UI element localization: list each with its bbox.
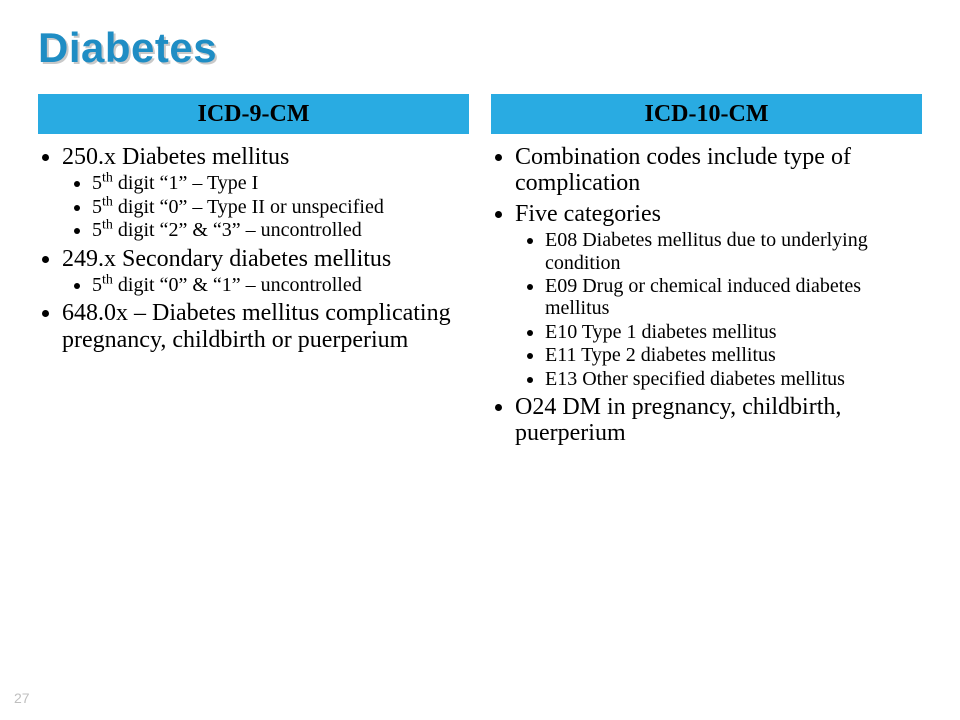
sub-list-item: E13 Other specified diabetes mellitus (545, 368, 922, 390)
sub-list-item: 5th digit “0” & “1” – uncontrolled (92, 274, 469, 296)
slide-title: Diabetes (38, 24, 922, 72)
sub-list-item: E08 Diabetes mellitus due to underlying … (545, 229, 922, 274)
list-item-text: O24 DM in pregnancy, childbirth, puerper… (515, 394, 841, 446)
sub-list-item: 5th digit “2” & “3” – uncontrolled (92, 219, 469, 241)
list-item: O24 DM in pregnancy, childbirth, puerper… (515, 394, 922, 447)
sub-list-item: 5th digit “1” – Type I (92, 172, 469, 194)
list-item-text: 250.x Diabetes mellitus (62, 144, 289, 170)
superscript: th (102, 194, 113, 209)
two-column-layout: ICD-9-CM 250.x Diabetes mellitus5th digi… (38, 94, 922, 451)
list-item-text: 648.0x – Diabetes mellitus complicating … (62, 300, 451, 352)
superscript: th (102, 218, 113, 233)
right-list: Combination codes include type of compli… (491, 144, 922, 447)
list-item: 249.x Secondary diabetes mellitus5th dig… (62, 246, 469, 297)
superscript: th (102, 272, 113, 287)
sub-list-item: 5th digit “0” – Type II or unspecified (92, 196, 469, 218)
list-item: 250.x Diabetes mellitus5th digit “1” – T… (62, 144, 469, 242)
left-column: ICD-9-CM 250.x Diabetes mellitus5th digi… (38, 94, 469, 451)
left-header: ICD-9-CM (38, 94, 469, 134)
sub-list: E08 Diabetes mellitus due to underlying … (515, 229, 922, 390)
list-item: Five categoriesE08 Diabetes mellitus due… (515, 201, 922, 390)
page-number: 27 (14, 690, 30, 706)
sub-list: 5th digit “0” & “1” – uncontrolled (62, 274, 469, 296)
sub-list-item: E10 Type 1 diabetes mellitus (545, 321, 922, 343)
sub-list-item: E11 Type 2 diabetes mellitus (545, 344, 922, 366)
right-header: ICD-10-CM (491, 94, 922, 134)
list-item: 648.0x – Diabetes mellitus complicating … (62, 300, 469, 353)
slide: Diabetes ICD-9-CM 250.x Diabetes mellitu… (0, 0, 960, 720)
superscript: th (102, 171, 113, 186)
list-item-text: Combination codes include type of compli… (515, 144, 851, 196)
list-item: Combination codes include type of compli… (515, 144, 922, 197)
list-item-text: 249.x Secondary diabetes mellitus (62, 246, 391, 272)
right-column: ICD-10-CM Combination codes include type… (491, 94, 922, 451)
left-list: 250.x Diabetes mellitus5th digit “1” – T… (38, 144, 469, 353)
sub-list-item: E09 Drug or chemical induced diabetes me… (545, 275, 922, 320)
list-item-text: Five categories (515, 201, 661, 227)
sub-list: 5th digit “1” – Type I5th digit “0” – Ty… (62, 172, 469, 241)
